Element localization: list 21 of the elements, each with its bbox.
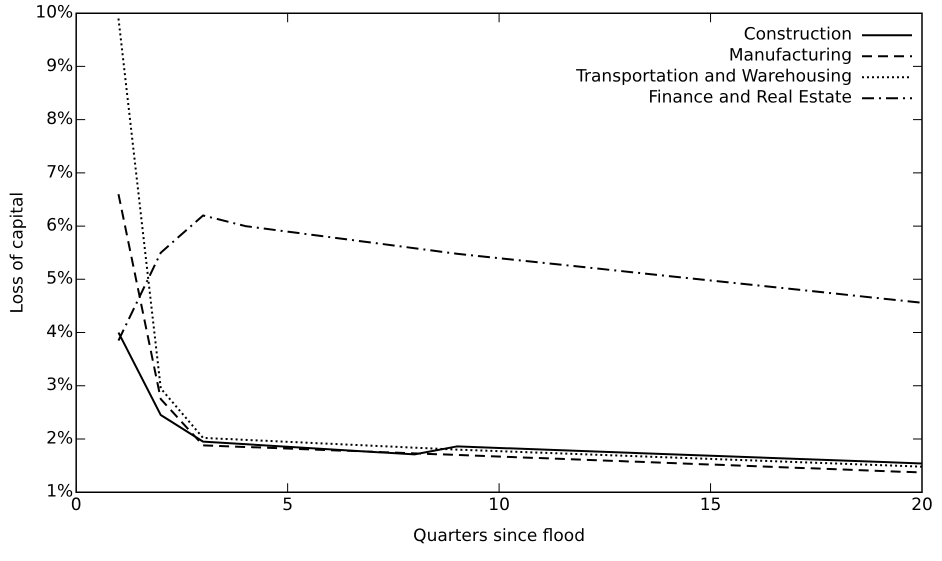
x-tick-label: 20 bbox=[911, 494, 933, 515]
y-tick-label: 6% bbox=[46, 216, 74, 236]
y-axis-title: Loss of capital bbox=[8, 192, 28, 314]
y-tick-label: 3% bbox=[46, 375, 74, 396]
y-tick-label: 4% bbox=[46, 322, 74, 342]
legend-label: Construction bbox=[744, 24, 852, 45]
x-tick-label: 15 bbox=[700, 494, 722, 515]
legend-label: Transportation and Warehousing bbox=[575, 66, 852, 87]
y-tick-label: 9% bbox=[46, 56, 74, 76]
y-tick-label: 5% bbox=[46, 268, 74, 289]
y-tick-label: 2% bbox=[46, 428, 74, 448]
x-axis-title: Quarters since flood bbox=[413, 526, 585, 546]
y-tick-label: 8% bbox=[46, 109, 74, 130]
y-tick-label: 10% bbox=[35, 2, 74, 23]
legend-label: Finance and Real Estate bbox=[648, 88, 852, 108]
y-tick-label: 1% bbox=[46, 482, 74, 502]
legend-label: Manufacturing bbox=[728, 46, 852, 66]
x-tick-label: 0 bbox=[70, 494, 82, 515]
x-tick-label: 5 bbox=[282, 494, 294, 515]
y-tick-label: 7% bbox=[46, 162, 74, 182]
x-tick-label: 10 bbox=[488, 494, 510, 515]
